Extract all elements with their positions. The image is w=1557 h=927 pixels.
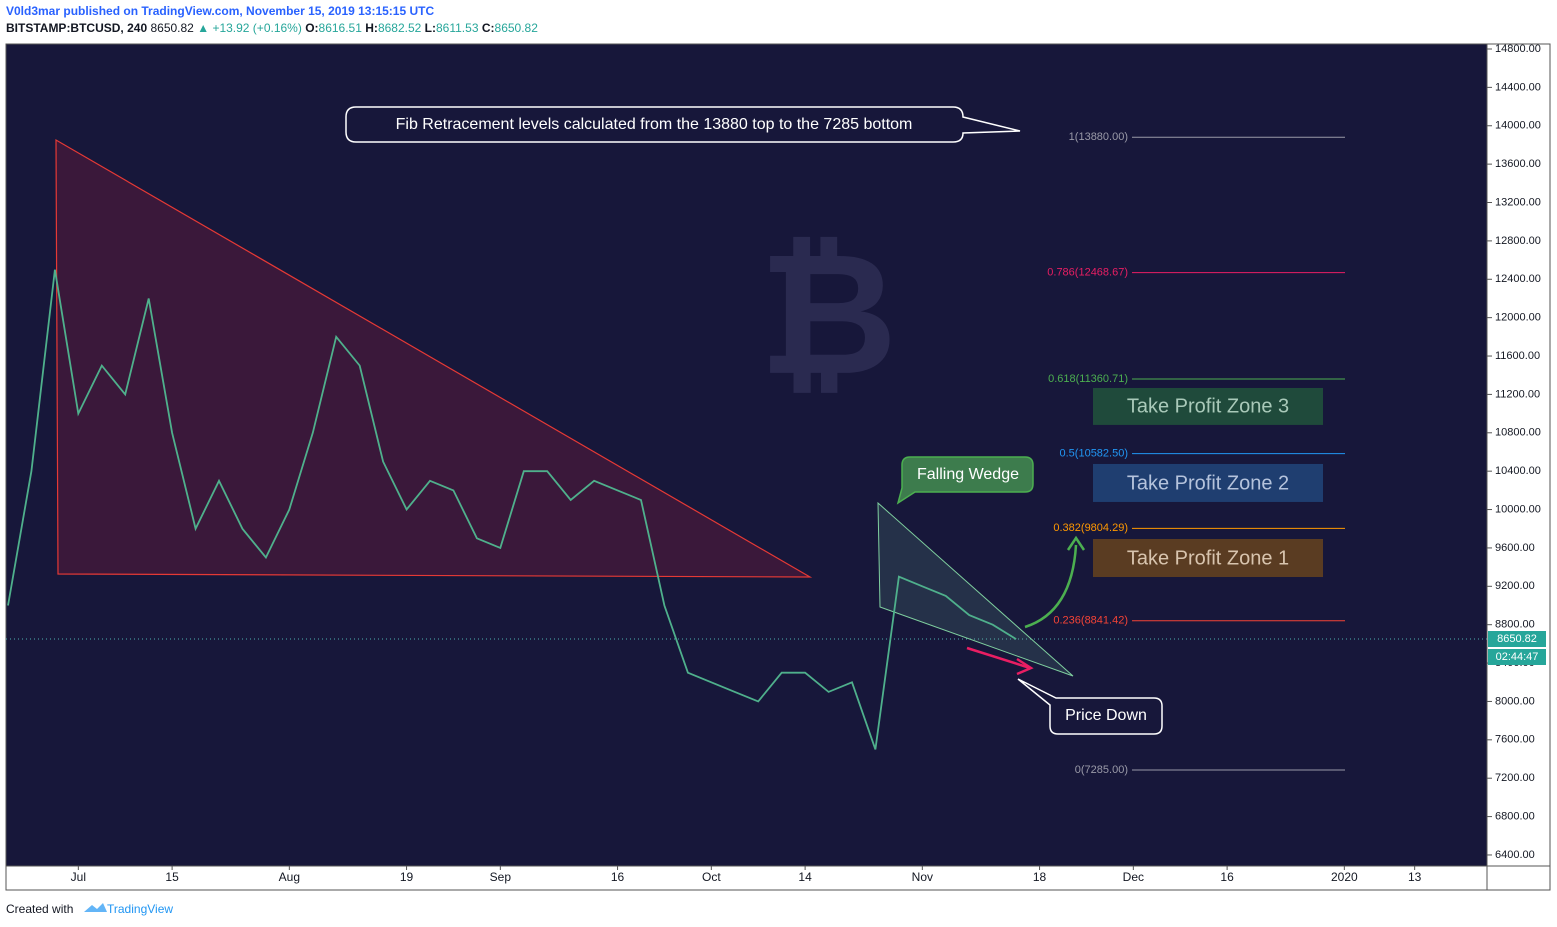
y-tick-label: 6800.00	[1495, 810, 1535, 822]
c: 8650.82	[495, 21, 539, 35]
x-tick-label: Oct	[702, 870, 721, 884]
wedge-callout: Falling Wedge	[896, 456, 1034, 505]
y-tick-label: 7600.00	[1495, 734, 1535, 746]
published-line: V0ld3mar published on TradingView.com, N…	[6, 4, 434, 18]
arrow: ▲	[197, 21, 209, 35]
h: 8682.52	[378, 21, 422, 35]
symbol: BITSTAMP:BTCUSD, 240	[6, 21, 147, 35]
x-tick-label: 13	[1408, 870, 1422, 884]
zone-label: Take Profit Zone 1	[1127, 547, 1289, 569]
callout-box	[345, 106, 1021, 143]
y-tick-label: 12400.00	[1495, 273, 1541, 285]
y-tick-label: 12000.00	[1495, 312, 1541, 324]
y-tick-label: 8800.00	[1495, 619, 1535, 631]
x-tick-label: Aug	[279, 870, 300, 884]
countdown-label: 02:44:47	[1496, 651, 1539, 663]
countdown-tag	[1488, 649, 1546, 666]
descending-triangle	[55, 138, 813, 578]
y-tick-label: 11600.00	[1495, 350, 1540, 362]
up-arrow-head	[1066, 535, 1086, 551]
y-tick-label: 12800.00	[1495, 235, 1541, 247]
fib-callout: Fib Retracement levels calculated from t…	[345, 106, 1021, 143]
y-tick-label: 10000.00	[1495, 503, 1541, 515]
down-callout: Price Down	[1017, 678, 1163, 735]
falling-wedge	[877, 501, 1074, 677]
footer-created: Created with	[6, 902, 73, 916]
fib-label: 0.786(12468.67)	[1047, 267, 1128, 279]
x-tick-label: 14	[798, 870, 812, 884]
y-tick-label: 9200.00	[1495, 580, 1535, 592]
y-tick-label: 13600.00	[1495, 158, 1541, 170]
fib-label: 0(7285.00)	[1075, 764, 1128, 776]
watermark: ₿	[759, 220, 898, 410]
y-tick-label: 10800.00	[1495, 427, 1541, 439]
y-tick-label: 13200.00	[1495, 196, 1541, 208]
take-profit-zone	[1093, 463, 1323, 502]
fib-label: 0.382(9804.29)	[1053, 522, 1128, 534]
down-arrow-head	[1016, 657, 1034, 676]
last-price-tag	[1488, 631, 1546, 648]
callout-text: Price Down	[1065, 707, 1147, 724]
symbol-line: BITSTAMP:BTCUSD, 240 8650.82 ▲ +13.92 (+…	[6, 21, 538, 35]
y-tick-label: 11200.00	[1495, 388, 1540, 400]
y-tick-label: 14400.00	[1495, 81, 1541, 93]
l-label: L:	[425, 21, 436, 35]
callout-box	[1017, 678, 1163, 735]
x-tick-label: 16	[1220, 870, 1234, 884]
h-label: H:	[365, 21, 378, 35]
callout-text: Fib Retracement levels calculated from t…	[396, 116, 913, 133]
take-profit-zone	[1093, 539, 1323, 577]
y-tick-label: 14000.00	[1495, 120, 1541, 132]
x-tick-label: 2020	[1331, 870, 1358, 884]
fib-label: 1(13880.00)	[1069, 131, 1128, 143]
callout-box	[896, 456, 1034, 505]
last: 8650.82	[150, 21, 194, 35]
x-tick-label: Sep	[490, 870, 512, 884]
x-tick-label: 16	[611, 870, 625, 884]
change: +13.92 (+0.16%)	[212, 21, 301, 35]
c-label: C:	[482, 21, 495, 35]
take-profit-zone	[1093, 387, 1323, 425]
y-tick-label: 9600.00	[1495, 542, 1535, 554]
x-tick-label: 18	[1033, 870, 1047, 884]
l: 8611.53	[436, 21, 479, 35]
o-label: O:	[305, 21, 318, 35]
drawings	[7, 138, 1086, 750]
fib-label: 0.236(8841.42)	[1053, 615, 1128, 627]
o: 8616.51	[319, 21, 363, 35]
tv-logo	[84, 903, 107, 912]
chart-frame	[5, 43, 1551, 891]
x-tick-label: Nov	[912, 870, 933, 884]
y-tick-label: 14800.00	[1495, 43, 1541, 55]
fib-label: 0.5(10582.50)	[1060, 448, 1129, 460]
up-arrow	[1024, 544, 1078, 629]
y-tick-label: 10400.00	[1495, 465, 1541, 477]
author: V0ld3mar published on TradingView.com, N…	[6, 4, 434, 18]
fib-label: 0.618(11360.71)	[1048, 373, 1128, 385]
y-tick-label: 6400.00	[1495, 849, 1535, 861]
y-tick-label: 7200.00	[1495, 772, 1535, 784]
x-tick-label: Dec	[1123, 870, 1144, 884]
footer-brand: TradingView	[107, 902, 173, 916]
x-tick-label: 15	[165, 870, 179, 884]
zone-label: Take Profit Zone 3	[1127, 396, 1289, 418]
y-tick-label: 8000.00	[1495, 695, 1535, 707]
x-tick-label: 19	[400, 870, 414, 884]
zone-label: Take Profit Zone 2	[1127, 472, 1289, 494]
down-arrow	[966, 646, 1031, 670]
price-line	[7, 269, 1017, 750]
x-tick-label: Jul	[71, 870, 86, 884]
plot-area	[6, 44, 1487, 866]
callout-text: Falling Wedge	[917, 466, 1019, 483]
last-price-label: 8650.82	[1497, 633, 1537, 645]
